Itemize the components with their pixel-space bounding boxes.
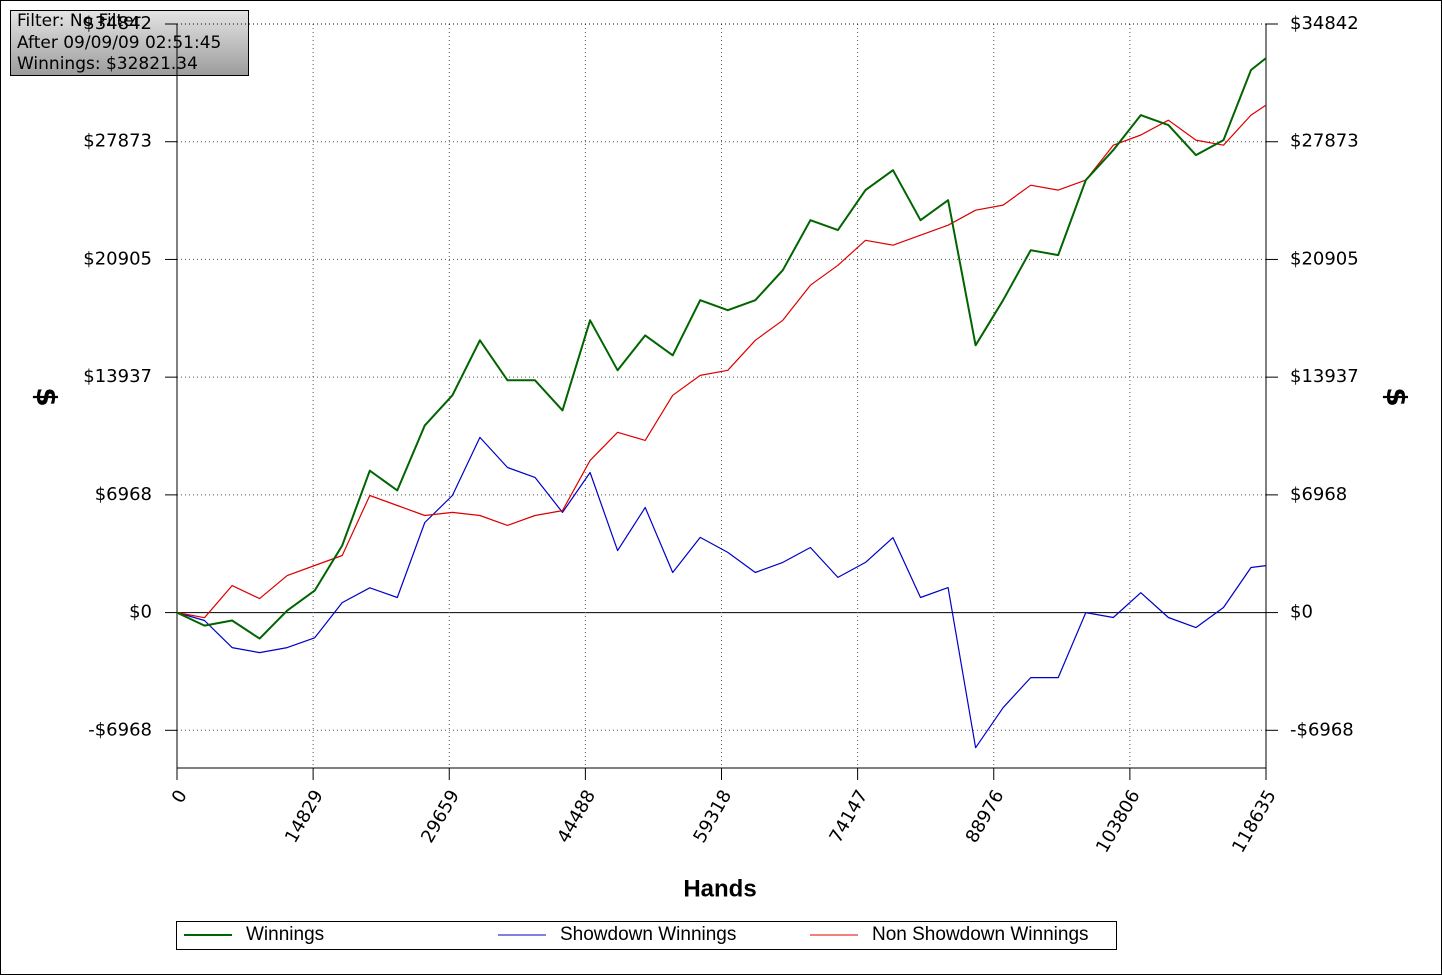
info-line: Winnings: $32821.34 <box>17 54 198 74</box>
y-axis-title: $ <box>30 387 63 406</box>
series-line <box>176 104 1267 619</box>
series-line <box>176 57 1267 640</box>
y2-tick-label: -$6968 <box>1290 719 1354 740</box>
y-tick-label: $13937 <box>83 366 152 387</box>
y-tick-label: -$6968 <box>88 719 152 740</box>
y-tick-label: $6968 <box>95 484 152 505</box>
y2-tick-label: $34842 <box>1290 13 1359 34</box>
legend <box>176 921 1117 950</box>
legend-label: Winnings <box>246 924 324 945</box>
y2-tick-label: $13937 <box>1290 366 1359 387</box>
y2-tick-label: $20905 <box>1290 248 1359 269</box>
y-tick-label: $34842 <box>83 13 152 34</box>
info-line: Filter: No Filter <box>17 11 141 31</box>
info-background <box>10 10 249 76</box>
info-line: After 09/09/09 02:51:45 <box>17 33 221 53</box>
y-tick-label: $20905 <box>83 248 152 269</box>
series-line <box>176 436 1267 749</box>
y2-tick-label: $27873 <box>1290 131 1359 152</box>
y2-axis-title: $ <box>1380 387 1413 406</box>
y2-tick-label: $0 <box>1290 602 1313 623</box>
info-box: Filter: No Filter After 09/09/09 02:51:4… <box>10 10 249 76</box>
legend-label: Showdown Winnings <box>560 924 736 945</box>
y-tick-label: $27873 <box>83 131 152 152</box>
x-axis-title: Hands <box>683 875 756 902</box>
legend-label: Non Showdown Winnings <box>872 924 1089 945</box>
y2-tick-label: $6968 <box>1290 484 1347 505</box>
y-tick-label: $0 <box>129 602 152 623</box>
